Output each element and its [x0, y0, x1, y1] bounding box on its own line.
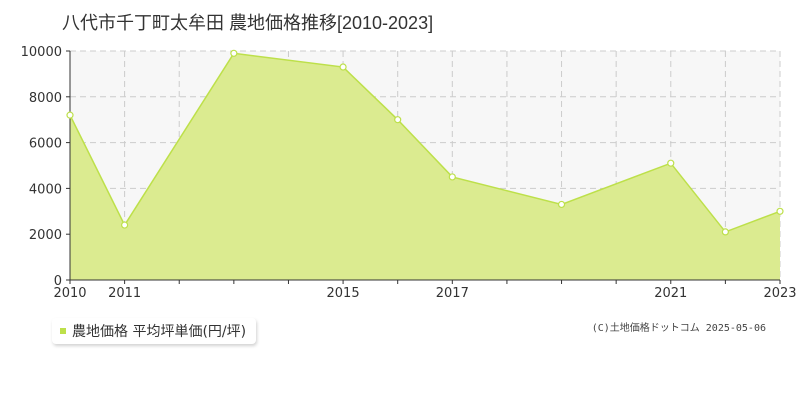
area-fill — [70, 53, 780, 280]
axes — [66, 50, 781, 284]
data-point — [121, 221, 129, 229]
y-tick-labels: 0 2000 4000 6000 8000 10000 — [21, 45, 62, 289]
x-tick-label: 2023 — [763, 286, 796, 301]
y-tick-label: 0 — [54, 274, 62, 289]
x-tick-label: 2015 — [327, 286, 360, 301]
series-area — [69, 52, 781, 280]
data-point — [557, 200, 566, 209]
x-tick-label: 2017 — [436, 286, 469, 301]
data-point — [448, 173, 456, 181]
x-tick-label: 2010 — [53, 286, 86, 301]
data-point — [721, 228, 729, 236]
chart-title: 八代市千丁町太牟田 農地価格推移[2010-2023] — [62, 13, 433, 33]
y-tick-label: 8000 — [29, 91, 62, 106]
x-tick-label: 2011 — [108, 286, 141, 301]
legend-label: 農地価格 平均坪単価(円/坪) — [72, 324, 247, 340]
y-tick-label: 6000 — [29, 137, 62, 152]
legend: 農地価格 平均坪単価(円/坪) — [52, 318, 257, 344]
data-point — [66, 111, 74, 119]
x-tick-labels: 2010 2011 2015 2017 2021 2023 — [53, 286, 796, 301]
legend-swatch — [60, 328, 66, 334]
data-point — [667, 159, 675, 167]
data-point — [230, 49, 238, 57]
y-tick-label: 10000 — [21, 45, 62, 60]
data-point — [339, 63, 347, 71]
data-point — [394, 116, 402, 124]
y-tick-label: 2000 — [29, 228, 62, 243]
series-line — [69, 52, 781, 233]
x-tick-label: 2021 — [654, 286, 687, 301]
data-point — [776, 207, 784, 215]
data-points — [66, 49, 784, 236]
y-tick-label: 4000 — [29, 182, 62, 197]
copyright-credit: (C)土地価格ドットコム 2025-05-06 — [591, 323, 766, 334]
